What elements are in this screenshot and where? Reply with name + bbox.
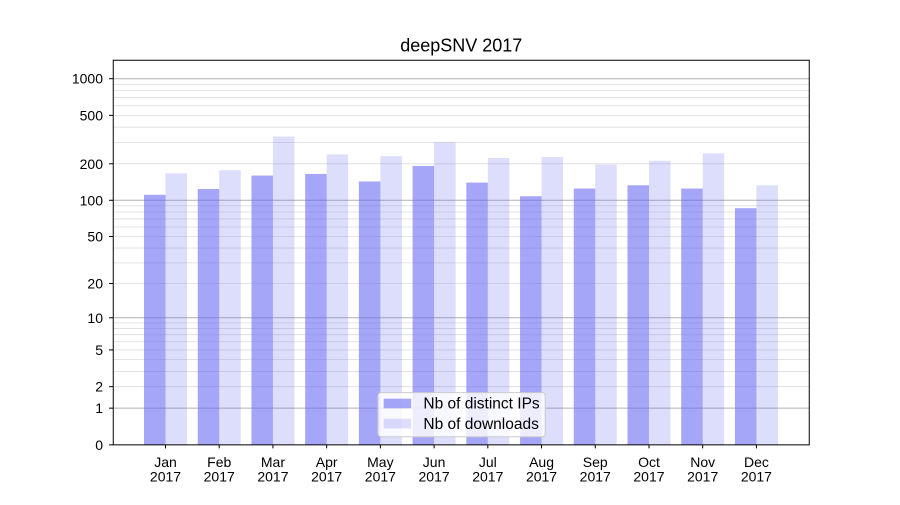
svg-text:Nb of downloads: Nb of downloads <box>423 416 539 433</box>
svg-text:Nb of distinct IPs: Nb of distinct IPs <box>423 396 540 413</box>
svg-text:Apr: Apr <box>316 454 338 470</box>
svg-text:500: 500 <box>80 107 104 123</box>
svg-text:2: 2 <box>95 379 103 395</box>
svg-text:Mar: Mar <box>261 454 285 470</box>
svg-text:Oct: Oct <box>638 454 660 470</box>
svg-text:200: 200 <box>80 156 104 172</box>
svg-text:deepSNV 2017: deepSNV 2017 <box>400 36 522 56</box>
svg-text:100: 100 <box>80 192 104 208</box>
svg-text:0: 0 <box>95 437 103 453</box>
svg-text:1: 1 <box>95 400 103 416</box>
svg-text:Feb: Feb <box>207 454 231 470</box>
svg-text:May: May <box>367 454 393 470</box>
svg-text:2017: 2017 <box>150 468 181 484</box>
svg-text:2017: 2017 <box>687 468 718 484</box>
svg-text:2017: 2017 <box>633 468 664 484</box>
svg-text:Jan: Jan <box>154 454 177 470</box>
svg-text:2017: 2017 <box>204 468 235 484</box>
svg-text:2017: 2017 <box>311 468 342 484</box>
svg-text:Jun: Jun <box>423 454 446 470</box>
svg-text:Jul: Jul <box>479 454 497 470</box>
svg-text:50: 50 <box>87 228 103 244</box>
svg-text:Nov: Nov <box>690 454 715 470</box>
svg-text:Dec: Dec <box>744 454 769 470</box>
svg-text:2017: 2017 <box>257 468 288 484</box>
svg-text:2017: 2017 <box>472 468 503 484</box>
svg-text:2017: 2017 <box>419 468 450 484</box>
svg-text:1000: 1000 <box>72 71 103 87</box>
svg-text:2017: 2017 <box>741 468 772 484</box>
svg-text:20: 20 <box>87 276 103 292</box>
svg-text:Aug: Aug <box>529 454 554 470</box>
svg-text:2017: 2017 <box>526 468 557 484</box>
svg-text:2017: 2017 <box>365 468 396 484</box>
svg-text:5: 5 <box>95 342 103 358</box>
svg-text:10: 10 <box>87 310 103 326</box>
svg-text:Sep: Sep <box>583 454 608 470</box>
svg-text:2017: 2017 <box>580 468 611 484</box>
